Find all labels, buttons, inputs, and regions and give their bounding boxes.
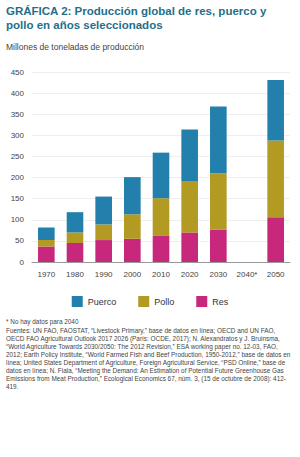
svg-text:1980: 1980: [66, 270, 84, 279]
svg-text:2000: 2000: [123, 270, 141, 279]
svg-text:1990: 1990: [95, 270, 113, 279]
svg-text:2010: 2010: [152, 270, 170, 279]
html-text:* No hay datos para 2040: * No hay datos para 2040: [6, 318, 79, 325]
svg-text:50: 50: [15, 236, 24, 245]
svg-text:2030: 2030: [209, 270, 227, 279]
html-text:Millones de toneladas de produ: Millones de toneladas de producción: [6, 42, 144, 52]
svg-text:300: 300: [11, 131, 25, 140]
svg-text:2020: 2020: [181, 270, 199, 279]
svg-text:2050: 2050: [267, 270, 285, 279]
svg-text:0: 0: [20, 258, 25, 267]
svg-text:150: 150: [11, 194, 25, 203]
svg-text:Pollo: Pollo: [154, 297, 174, 307]
svg-text:Puerco: Puerco: [88, 297, 117, 307]
svg-text:1970: 1970: [37, 270, 55, 279]
html-text:Fuentes: UN FAO, FAOSTAT, “Liv: Fuentes: UN FAO, FAOSTAT, “Livestock Pri…: [6, 327, 291, 390]
svg-text:2040*: 2040*: [237, 270, 258, 279]
svg-text:450: 450: [11, 68, 25, 77]
svg-text:400: 400: [11, 89, 25, 98]
html-text:GRÁFICA 2: Producción global d: GRÁFICA 2: Producción global de res, pue…: [6, 5, 267, 31]
svg-text:Res: Res: [212, 297, 229, 307]
svg-text:250: 250: [11, 152, 25, 161]
svg-text:350: 350: [11, 110, 25, 119]
svg-text:100: 100: [11, 215, 25, 224]
svg-text:200: 200: [11, 173, 25, 182]
